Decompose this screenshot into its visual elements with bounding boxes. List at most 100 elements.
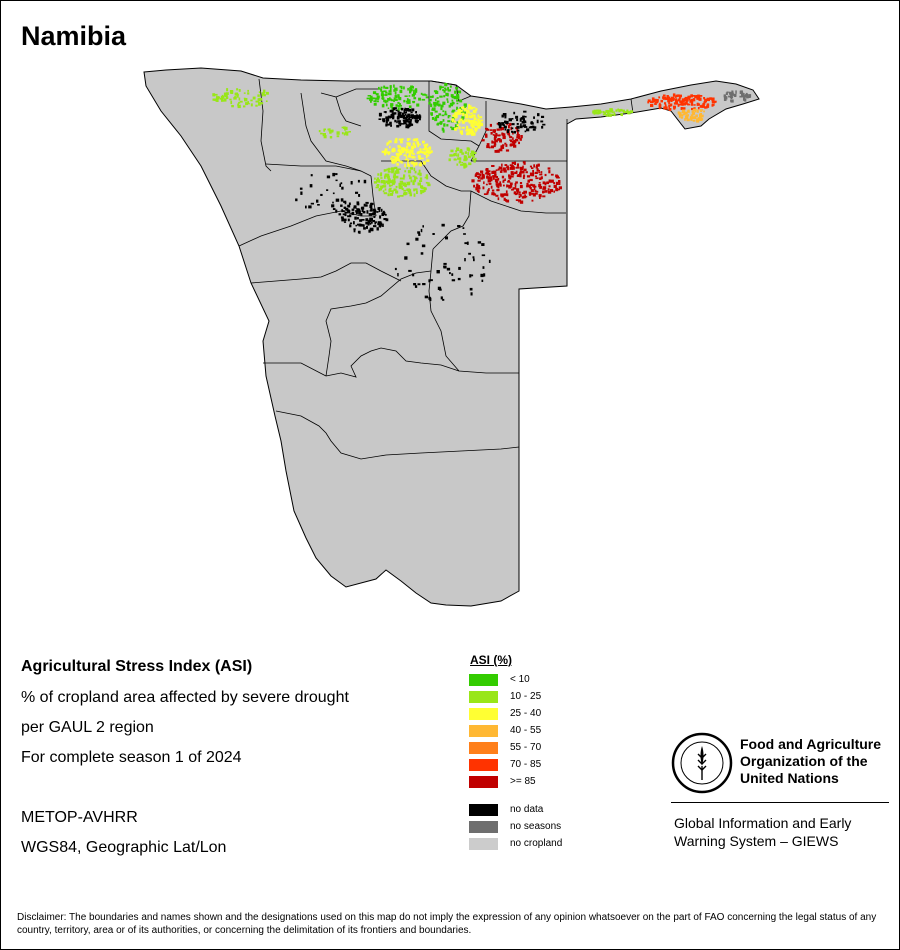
cropland-pixel: [401, 107, 404, 111]
cropland-pixel: [406, 119, 409, 122]
cropland-pixel: [369, 229, 373, 232]
cropland-pixel: [531, 172, 535, 175]
cropland-pixel: [456, 106, 458, 110]
cropland-pixel: [424, 176, 428, 179]
cropland-pixel: [385, 151, 388, 154]
cropland-pixel: [330, 129, 334, 133]
cropland-pixel: [404, 158, 409, 161]
cropland-pixel: [412, 180, 416, 183]
cropland-pixel: [476, 189, 480, 193]
cropland-pixel: [553, 184, 557, 188]
cropland-pixel: [481, 279, 484, 282]
cropland-pixel: [418, 117, 421, 121]
cropland-pixel: [679, 97, 682, 99]
cropland-pixel: [413, 188, 415, 192]
cropland-pixel: [531, 192, 534, 195]
cropland-pixel: [703, 110, 705, 113]
cropland-pixel: [470, 131, 472, 135]
cropland-pixel: [404, 95, 408, 97]
legend-label: 25 - 40: [510, 708, 542, 719]
cropland-pixel: [458, 120, 461, 124]
cropland-pixel: [418, 233, 421, 236]
cropland-pixel: [346, 132, 349, 136]
cropland-pixel: [420, 151, 423, 154]
cropland-pixel: [341, 210, 345, 212]
cropland-pixel: [680, 116, 684, 119]
cropland-pixel: [391, 155, 394, 158]
cropland-pixel: [519, 125, 523, 129]
cropland-pixel: [429, 95, 434, 98]
cropland-pixel: [461, 152, 465, 155]
cropland-pixel: [350, 181, 353, 185]
cropland-pixel: [417, 182, 421, 186]
cropland-pixel: [734, 95, 737, 97]
cropland-pixel: [504, 128, 507, 131]
cropland-pixel: [486, 145, 490, 149]
cropland-pixel: [506, 166, 508, 169]
cropland-pixel: [387, 141, 390, 145]
cropland-pixel: [243, 92, 246, 94]
cropland-pixel: [473, 114, 476, 118]
cropland-pixel: [381, 212, 385, 216]
cropland-pixel: [395, 95, 398, 99]
cropland-pixel: [357, 179, 360, 183]
cropland-pixel: [378, 86, 380, 90]
cropland-pixel: [500, 193, 504, 197]
cropland-pixel: [703, 101, 707, 103]
cropland-pixel: [692, 119, 696, 122]
cropland-pixel: [378, 221, 382, 224]
cropland-pixel: [495, 194, 499, 197]
cropland-pixel: [598, 112, 601, 115]
cropland-pixel: [620, 109, 623, 112]
cropland-pixel: [459, 157, 462, 160]
cropland-pixel: [423, 161, 426, 165]
cropland-pixel: [592, 110, 595, 114]
cropland-pixel: [398, 95, 400, 99]
cropland-pixel: [677, 111, 681, 115]
cropland-pixel: [394, 156, 397, 159]
cropland-pixel: [355, 211, 358, 215]
cropland-pixel: [431, 117, 434, 120]
cropland-pixel: [411, 116, 414, 120]
disclaimer: Disclaimer: The boundaries and names sho…: [17, 912, 877, 936]
cropland-pixel: [456, 102, 459, 105]
cropland-pixel: [398, 111, 402, 114]
cropland-pixel: [515, 192, 519, 195]
cropland-pixel: [531, 125, 535, 129]
cropland-pixel: [420, 191, 423, 195]
cropland-pixel: [457, 157, 461, 160]
cropland-pixel: [258, 91, 261, 94]
cropland-pixel: [611, 111, 615, 113]
cropland-pixel: [487, 170, 489, 173]
cropland-pixel: [407, 87, 409, 91]
cropland-pixel: [366, 97, 370, 100]
cropland-pixel: [391, 170, 395, 173]
cropland-pixel: [329, 136, 333, 139]
cropland-pixel: [490, 179, 493, 182]
cropland-pixel: [398, 115, 401, 118]
cropland-pixel: [475, 120, 478, 123]
cropland-pixel: [400, 140, 403, 144]
cropland-pixel: [396, 124, 400, 128]
cropland-pixel: [664, 104, 667, 107]
cropland-pixel: [496, 149, 500, 153]
cropland-pixel: [425, 143, 429, 146]
cropland-pixel: [472, 256, 475, 259]
cropland-pixel: [529, 165, 532, 168]
cropland-pixel: [479, 173, 482, 177]
cropland-pixel: [520, 123, 522, 127]
cropland-pixel: [370, 100, 372, 103]
cropland-pixel: [407, 159, 410, 161]
cropland-pixel: [387, 170, 391, 173]
cropland-pixel: [411, 149, 414, 152]
cropland-pixel: [420, 185, 423, 189]
cropland-pixel: [223, 92, 226, 97]
cropland-pixel: [369, 209, 373, 212]
cropland-pixel: [403, 110, 406, 114]
cropland-pixel: [413, 163, 416, 167]
cropland-pixel: [598, 109, 601, 113]
cropland-pixel: [379, 224, 381, 228]
cropland-pixel: [547, 167, 551, 170]
cropland-pixel: [393, 188, 397, 192]
cropland-pixel: [495, 169, 498, 171]
